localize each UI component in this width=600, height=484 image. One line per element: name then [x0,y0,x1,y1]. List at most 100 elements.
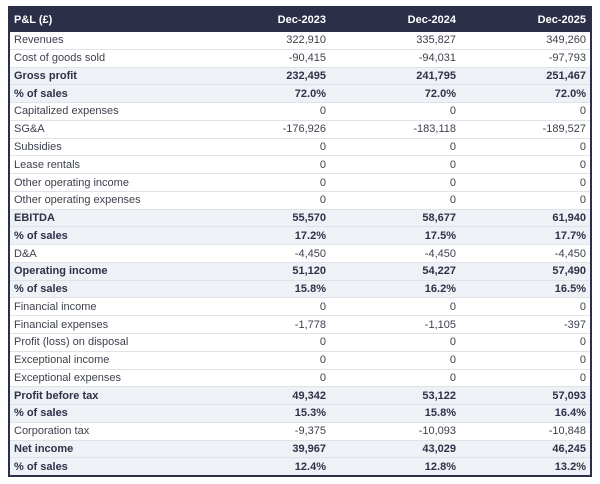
row-label: SG&A [14,123,45,136]
row-value: 12.8% [424,460,456,473]
row-value: 0 [579,336,586,349]
row-value: -10,093 [418,425,456,438]
row-value: 55,570 [292,212,326,225]
row-value: 0 [579,300,586,313]
row-value: 0 [449,105,456,118]
table-row: Revenues 322,910 335,827 349,260 [10,32,590,49]
row-value: 0 [579,354,586,367]
row-value: 39,967 [292,442,326,455]
row-value: 0 [319,194,326,207]
row-label: Operating income [14,265,108,278]
row-label: Gross profit [14,69,77,82]
row-value: 251,467 [546,69,586,82]
table-row: Capitalized expenses 0 0 0 [10,102,590,120]
table-row: EBITDA 55,570 58,677 61,940 [10,208,590,227]
row-value: -4,450 [554,247,586,260]
row-label: Profit (loss) on disposal [14,336,129,349]
row-label: Revenues [14,34,64,47]
row-value: 49,342 [292,389,326,402]
row-value: 0 [449,194,456,207]
table-row: Cost of goods sold -90,415 -94,031 -97,793 [10,48,590,67]
row-label: % of sales [14,407,68,420]
table-row: % of sales 12.4% 12.8% 13.2% [10,457,590,476]
row-value: 15.8% [424,407,456,420]
row-value: 0 [449,158,456,171]
row-label: % of sales [14,460,68,473]
table-row: Gross profit 232,495 241,795 251,467 [10,66,590,85]
row-label: Lease rentals [14,158,81,171]
row-value: 17.2% [294,229,326,242]
row-label: Cost of goods sold [14,52,106,65]
row-label: D&A [14,247,37,260]
pl-statement-table: P&L (£) Dec-2023 Dec-2024 Dec-2025 Revenue… [8,6,592,477]
row-label: Net income [14,442,74,455]
table-row: D&A -4,450 -4,450 -4,450 [10,244,590,262]
row-value: 0 [449,371,456,384]
row-label: Profit before tax [14,389,99,402]
row-value: 241,795 [416,69,456,82]
row-value: -10,848 [548,425,586,438]
row-value: -1,778 [294,318,326,331]
row-label: Financial income [14,300,97,313]
row-value: 51,120 [292,265,326,278]
row-value: 57,093 [552,389,586,402]
table-row: Exceptional income 0 0 0 [10,350,590,369]
table-row: Financial expenses -1,778 -1,105 -397 [10,315,590,334]
row-value: 17.5% [424,229,456,242]
row-value: 58,677 [422,212,456,225]
row-label: EBITDA [14,212,55,225]
table-row: % of sales 15.3% 15.8% 16.4% [10,404,590,422]
row-value: 0 [579,105,586,118]
row-value: 16.2% [424,283,456,296]
row-label: Other operating expenses [14,194,141,207]
row-value: 15.8% [294,283,326,296]
row-value: 0 [319,354,326,367]
row-value: 0 [579,371,586,384]
column-header: Dec-2025 [537,14,586,26]
row-value: 0 [319,158,326,171]
row-value: 17.7% [554,229,586,242]
row-value: 61,940 [552,212,586,225]
table-row: Operating income 51,120 54,227 57,490 [10,261,590,280]
row-value: 0 [579,158,586,171]
table-row: Profit before tax 49,342 53,122 57,093 [10,386,590,405]
row-value: 16.5% [554,283,586,296]
row-value: 57,490 [552,265,586,278]
row-value: 0 [579,176,586,189]
table-row: Net income 39,967 43,029 46,245 [10,439,590,458]
row-value: -183,118 [413,123,456,136]
table-row: Subsidies 0 0 0 [10,137,590,156]
row-label: % of sales [14,283,68,296]
row-value: 54,227 [422,265,456,278]
row-value: -189,527 [542,123,586,136]
header-row: P&L (£) Dec-2023 Dec-2024 Dec-2025 [10,8,590,32]
row-label: Corporation tax [14,425,90,438]
column-header: Dec-2024 [407,14,456,26]
table-row: Profit (loss) on disposal 0 0 0 [10,333,590,351]
row-label: Exceptional expenses [14,371,122,384]
row-value: 72.0% [554,87,586,100]
row-value: 12.4% [294,460,326,473]
table-row: Other operating expenses 0 0 0 [10,190,590,209]
row-value: 0 [319,140,326,153]
row-value: 0 [319,105,326,118]
row-value: -4,450 [424,247,456,260]
row-value: -4,450 [294,247,326,260]
row-label: Other operating income [14,176,129,189]
table-body: Revenues 322,910 335,827 349,260 Cost of goo… [10,32,590,476]
row-label: Financial expenses [14,318,109,331]
table-title: P&L (£) [14,14,53,26]
table-row: Corporation tax -9,375 -10,093 -10,848 [10,421,590,440]
row-value: 0 [319,336,326,349]
row-value: 0 [319,300,326,313]
table-row: % of sales 15.8% 16.2% 16.5% [10,279,590,298]
table-row: Exceptional expenses 0 0 0 [10,368,590,387]
row-value: 0 [449,336,456,349]
row-value: 43,029 [422,442,456,455]
row-value: -90,415 [288,52,326,65]
table-row: Other operating income 0 0 0 [10,173,590,191]
row-value: 53,122 [422,389,456,402]
row-value: 0 [449,300,456,313]
row-label: % of sales [14,87,68,100]
table-row: Lease rentals 0 0 0 [10,155,590,174]
